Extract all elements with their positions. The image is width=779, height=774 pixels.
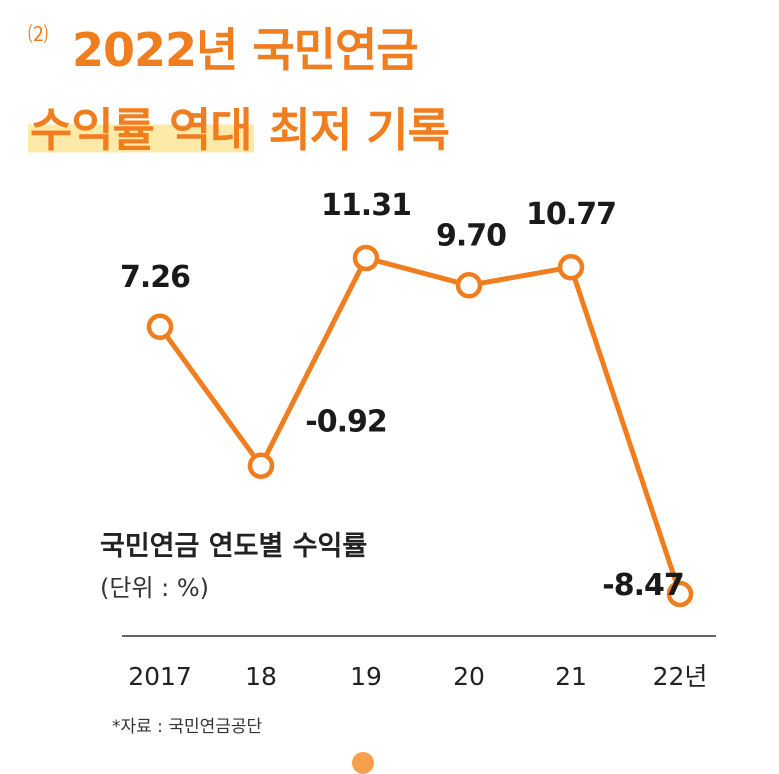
data-label: 9.70 bbox=[436, 218, 506, 253]
title-highlight: 수익률 역대 bbox=[28, 103, 254, 157]
unit-label: (단위 : %) bbox=[100, 574, 210, 602]
series-line bbox=[157, 255, 683, 597]
data-point bbox=[455, 272, 483, 299]
data-point bbox=[557, 253, 585, 281]
data-point bbox=[666, 580, 694, 608]
x-tick-label: 21 bbox=[555, 662, 587, 691]
source-note: *자료 : 국민연금공단 bbox=[112, 717, 263, 737]
data-label: 10.77 bbox=[526, 197, 616, 232]
data-label: -0.92 bbox=[305, 405, 386, 440]
data-point bbox=[146, 313, 174, 341]
x-tick-label: 18 bbox=[245, 662, 277, 691]
data-label: -8.47 bbox=[602, 568, 683, 603]
x-tick-label: 19 bbox=[350, 662, 382, 691]
title-rest: 최저 기록 bbox=[253, 103, 450, 157]
data-point bbox=[352, 244, 380, 272]
chart-subtitle: 국민연금 연도별 수익률 bbox=[100, 531, 368, 562]
x-tick-label: 22년 bbox=[653, 662, 708, 691]
chart-number: ⑵ bbox=[28, 22, 48, 46]
data-point bbox=[247, 452, 275, 479]
data-label: 11.31 bbox=[321, 188, 411, 223]
chart-title-line2: 수익률 역대 최저 기록 bbox=[28, 94, 450, 160]
data-label: 7.26 bbox=[120, 260, 190, 295]
x-tick-label: 2017 bbox=[128, 662, 192, 691]
x-tick-label: 20 bbox=[453, 662, 485, 691]
chart-title-line1: 2022년 국민연금 bbox=[72, 23, 419, 77]
legend-marker-icon bbox=[352, 752, 374, 774]
